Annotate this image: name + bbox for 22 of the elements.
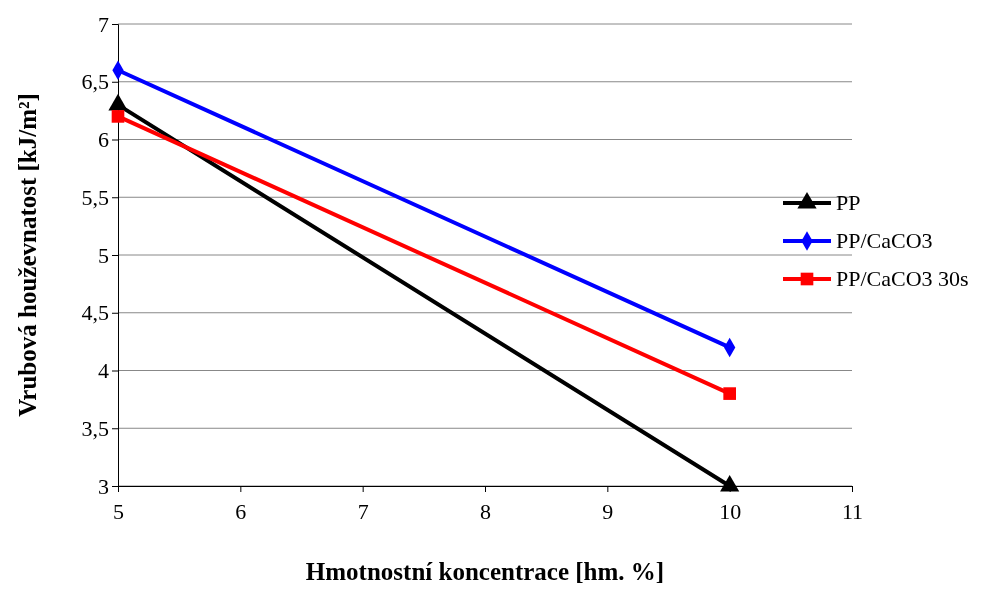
y-axis-title: Vrubová houževnatost [kJ/m²]	[14, 93, 41, 417]
x-tick-label: 11	[841, 499, 864, 525]
y-tick-label: 4	[98, 358, 109, 384]
y-tick-label: 7	[98, 11, 109, 37]
legend-label: PP/CaCO3 30s	[836, 266, 969, 291]
y-tick-label: 5,5	[81, 184, 109, 210]
x-axis-title: Hmotnostní koncentrace [hm. %]	[305, 558, 665, 585]
y-tick-label: 3	[98, 473, 109, 499]
y-tick-label: 6	[98, 127, 109, 153]
y-tick-label: 5	[98, 242, 109, 268]
x-tick-label: 7	[357, 499, 369, 525]
y-tick-label: 4,5	[81, 300, 109, 326]
x-tick-label: 8	[480, 499, 491, 525]
x-tick-label: 6	[235, 499, 247, 525]
y-tick-label: 3,5	[81, 415, 109, 441]
x-tick-label: 9	[602, 499, 614, 525]
point	[111, 110, 125, 123]
y-tick-label: 6,5	[81, 69, 109, 95]
legend-label: PP/CaCO3	[836, 228, 933, 253]
point	[723, 387, 736, 400]
legend-label: PP	[836, 190, 861, 215]
x-tick-label: 10	[719, 499, 742, 525]
